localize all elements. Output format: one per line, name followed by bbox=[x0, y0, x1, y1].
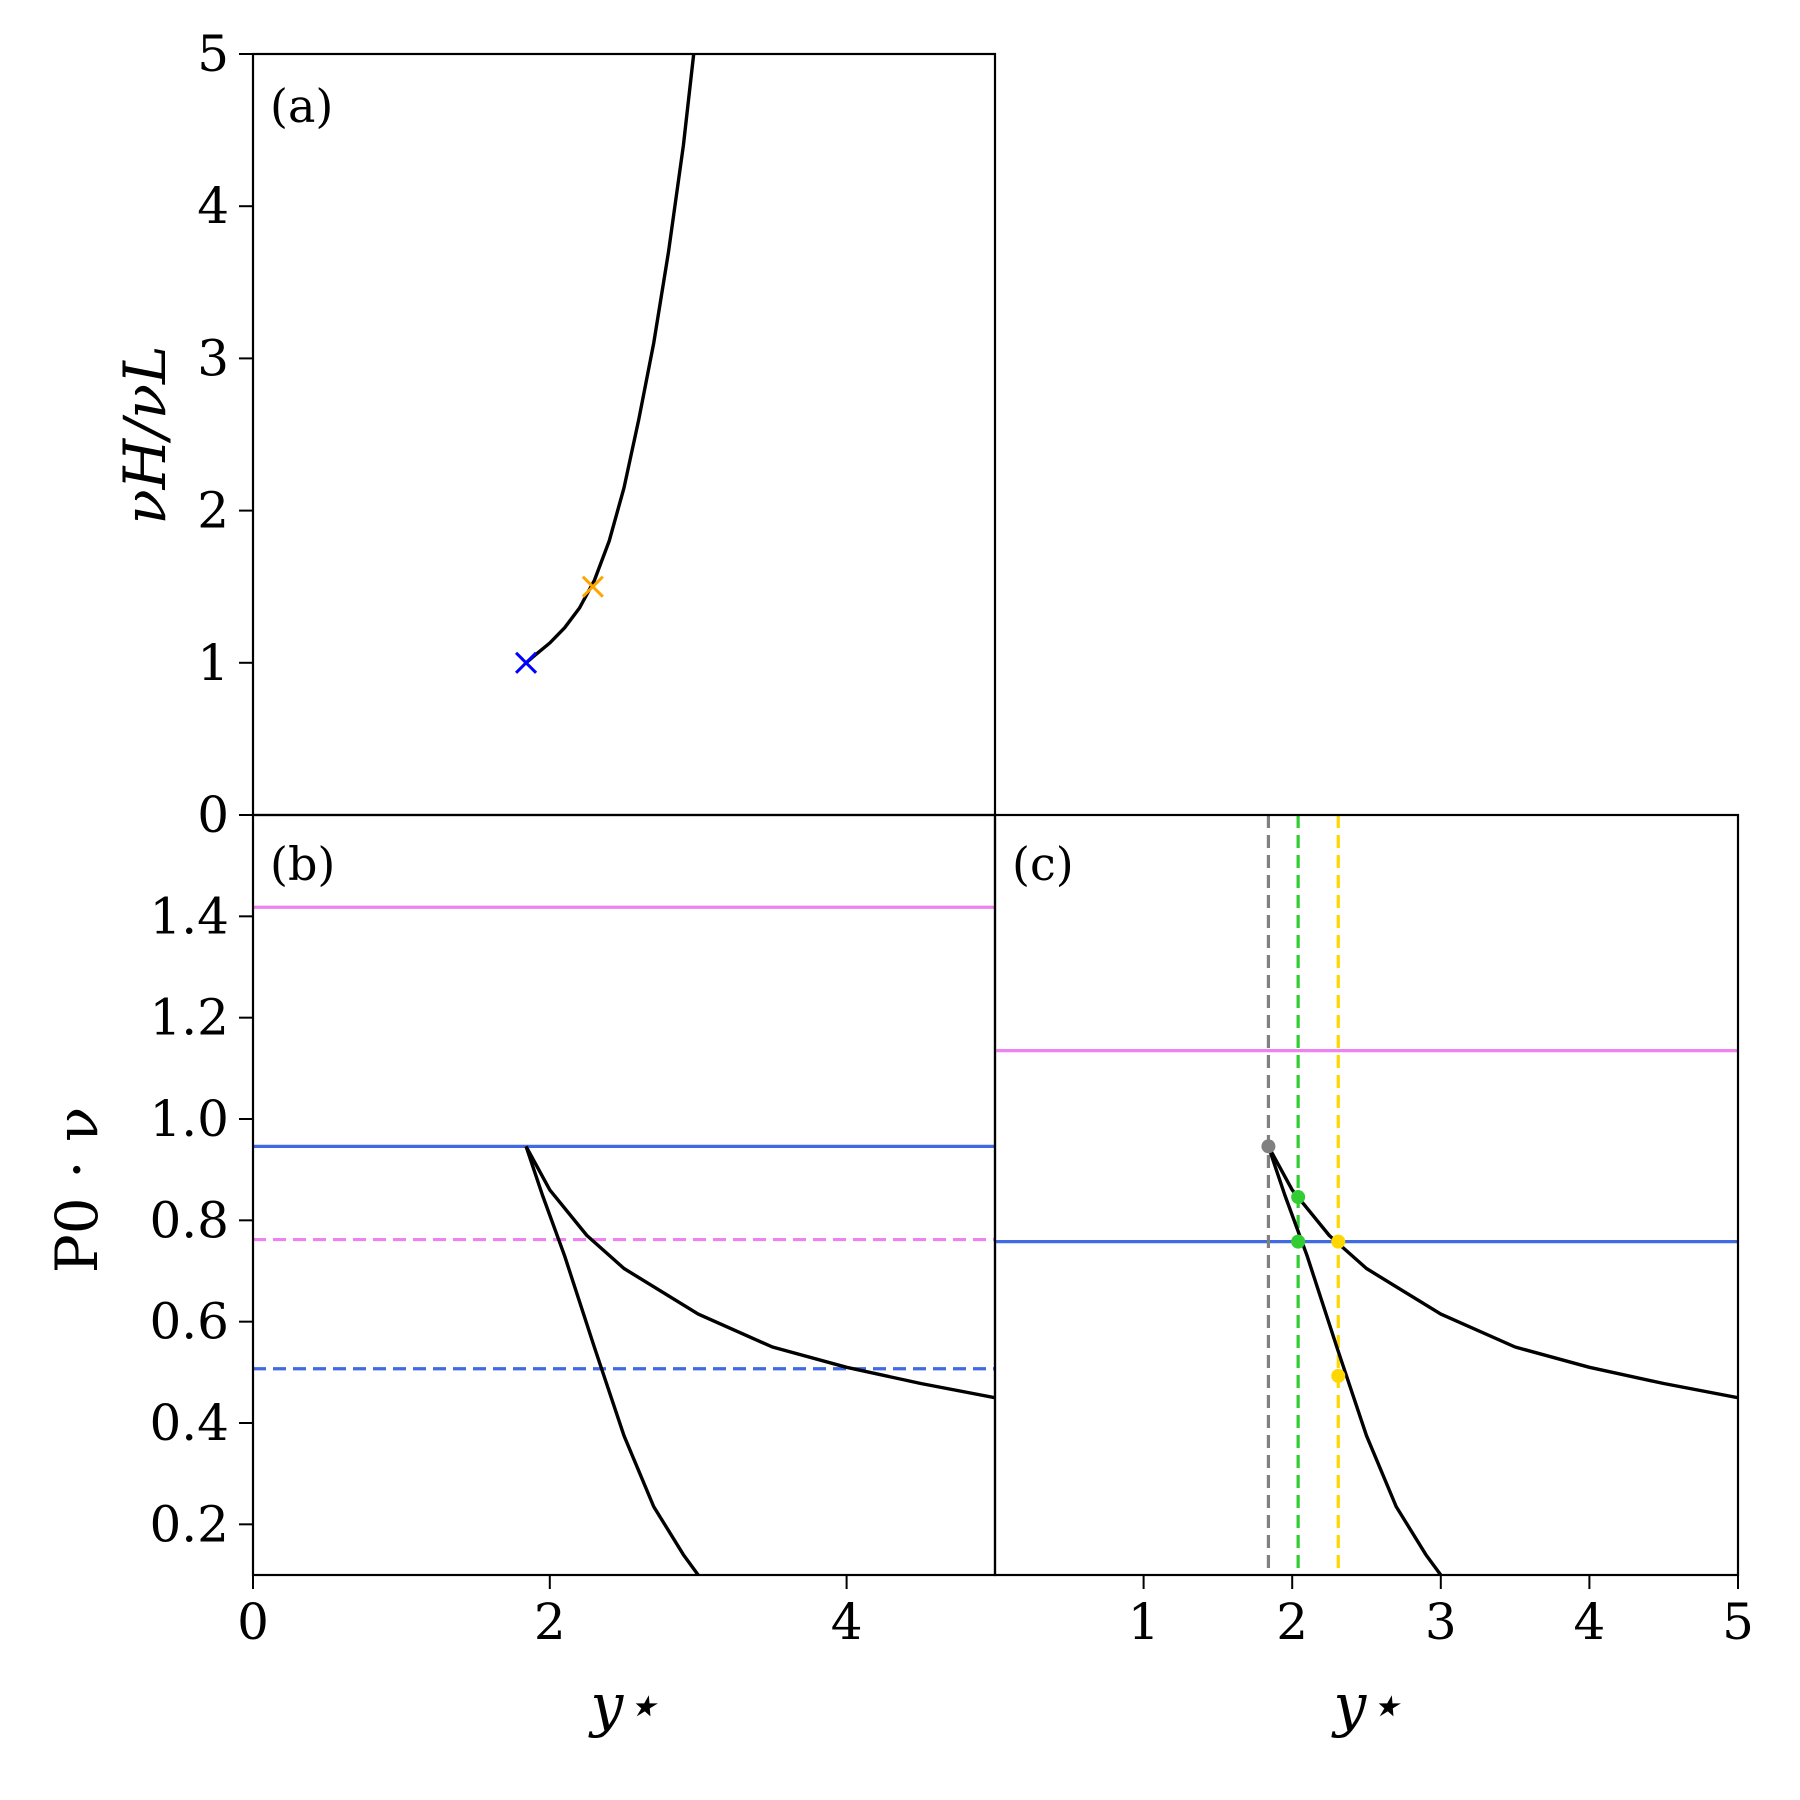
panel-c-xlabel: y⋆ bbox=[1330, 1671, 1402, 1739]
panel-b-series-0 bbox=[524, 1145, 995, 1400]
panel-a-ylabel-text: νH/νL bbox=[111, 345, 179, 524]
panel-b-ylabel-text: P0 · ν bbox=[43, 1107, 111, 1274]
panel-c-point-1 bbox=[1291, 1190, 1306, 1205]
panel-b-series-1 bbox=[524, 1145, 700, 1575]
panel-a-marker-1-stroke-2 bbox=[581, 575, 604, 598]
panel-c-label: (c) bbox=[1012, 837, 1074, 891]
panel-a-ytick-label-5: 5 bbox=[197, 25, 229, 83]
panel-a-ytick-label-0: 0 bbox=[197, 786, 229, 844]
panel-c-point-3 bbox=[1331, 1234, 1346, 1249]
panel-b-plot-area bbox=[253, 905, 995, 1575]
panel-c-xtick-label-0: 1 bbox=[1128, 1593, 1160, 1651]
panel-a-marker-1 bbox=[581, 575, 604, 598]
panel-b-label: (b) bbox=[270, 837, 335, 891]
panel-c-xtick-label-2: 3 bbox=[1425, 1593, 1457, 1651]
panel-c-series-1 bbox=[1266, 1145, 1443, 1575]
panel-b-xtick-label-1: 2 bbox=[534, 1593, 566, 1651]
panel-c-xtick-label-4: 5 bbox=[1722, 1593, 1754, 1651]
panel-a-marker-0-stroke-2 bbox=[514, 651, 538, 674]
panel-a-plot-area bbox=[524, 54, 696, 665]
panel-c-xtick-label-1: 2 bbox=[1276, 1593, 1308, 1651]
panel-a-ytick-label-1: 1 bbox=[197, 634, 229, 692]
panel-b: (b) P0 · ν y⋆ 0.2 0.4 0.6 0.8 1.0 1.2 1.4 0 2 4 bbox=[43, 813, 997, 1739]
panel-a-label: (a) bbox=[270, 79, 333, 133]
panel-a-ylabel: νH/νL bbox=[111, 345, 179, 524]
panel-b-ytick-label-1: 0.4 bbox=[149, 1394, 229, 1452]
panel-c-frame bbox=[993, 813, 1740, 1577]
panel-b-xlabel: y⋆ bbox=[587, 1671, 659, 1739]
panel-c-point-4 bbox=[1331, 1368, 1346, 1383]
panel-b-xtick-label-2: 4 bbox=[831, 1593, 863, 1651]
panel-a-ytick-label-2: 2 bbox=[197, 482, 229, 540]
panel-b-ylabel: P0 · ν bbox=[43, 1107, 111, 1274]
panel-c-point-0 bbox=[1261, 1139, 1276, 1154]
panel-b-ytick-label-2: 0.6 bbox=[149, 1293, 229, 1351]
panel-b-ytick-label-3: 0.8 bbox=[149, 1191, 229, 1249]
panel-b-ytick-label-6: 1.4 bbox=[149, 887, 229, 945]
panel-a-marker-0 bbox=[514, 651, 538, 674]
panel-c-point-2 bbox=[1291, 1234, 1306, 1249]
panel-b-frame bbox=[251, 813, 997, 1577]
panel-c-xtick-label-3: 4 bbox=[1573, 1593, 1605, 1651]
panel-b-xtick-label-0: 0 bbox=[237, 1593, 269, 1651]
panel-c: (c) y⋆ 1 2 3 4 5 bbox=[993, 813, 1754, 1739]
panel-b-ytick-label-0: 0.2 bbox=[149, 1495, 229, 1553]
panel-a-ytick-label-3: 3 bbox=[197, 329, 229, 387]
panel-a-frame bbox=[251, 52, 997, 817]
panel-b-ytick-label-5: 1.2 bbox=[149, 989, 229, 1047]
panel-a-series-0 bbox=[524, 54, 696, 665]
panel-a: (a) νH/νL 0 1 2 3 4 5 bbox=[111, 25, 997, 844]
panel-c-series-0 bbox=[1266, 1145, 1738, 1400]
panel-c-plot-area bbox=[995, 815, 1738, 1575]
panel-a-ytick-label-4: 4 bbox=[197, 177, 229, 235]
panel-b-ytick-label-4: 1.0 bbox=[149, 1090, 229, 1148]
